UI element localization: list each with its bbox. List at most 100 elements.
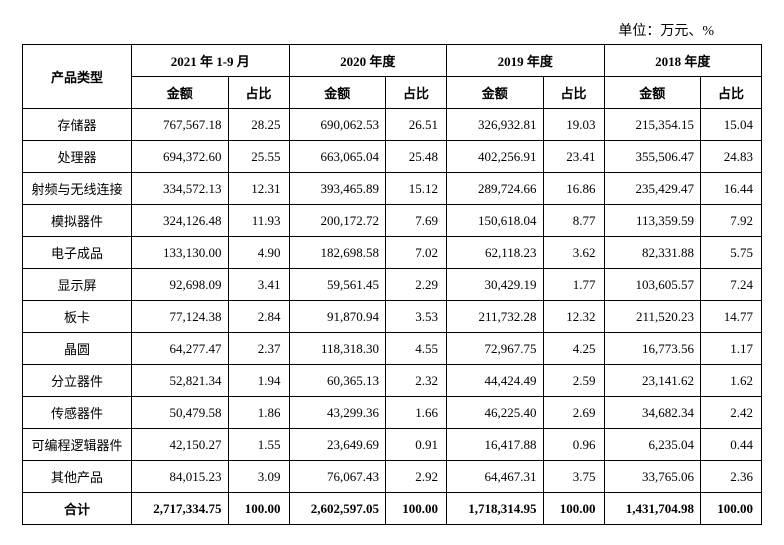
- amount-cell: 33,765.06: [604, 461, 701, 493]
- amount-cell: 767,567.18: [132, 109, 229, 141]
- table-row: 电子成品133,130.004.90182,698.587.0262,118.2…: [23, 237, 762, 269]
- amount-cell: 52,821.34: [132, 365, 229, 397]
- product-name: 处理器: [23, 141, 132, 173]
- amount-cell: 324,126.48: [132, 205, 229, 237]
- pct-cell: 7.69: [386, 205, 447, 237]
- header-period-0: 2021 年 1-9 月: [132, 45, 290, 77]
- header-pct: 占比: [386, 77, 447, 109]
- total-label: 合计: [23, 493, 132, 525]
- pct-cell: 14.77: [701, 301, 762, 333]
- pct-cell: 7.92: [701, 205, 762, 237]
- pct-cell: 1.66: [386, 397, 447, 429]
- amount-cell: 215,354.15: [604, 109, 701, 141]
- product-name: 传感器件: [23, 397, 132, 429]
- table-row: 板卡77,124.382.8491,870.943.53211,732.2812…: [23, 301, 762, 333]
- pct-cell: 26.51: [386, 109, 447, 141]
- amount-cell: 334,572.13: [132, 173, 229, 205]
- pct-cell: 15.04: [701, 109, 762, 141]
- product-name: 存储器: [23, 109, 132, 141]
- amount-cell: 92,698.09: [132, 269, 229, 301]
- amount-cell: 82,331.88: [604, 237, 701, 269]
- amount-cell: 355,506.47: [604, 141, 701, 173]
- amount-cell: 182,698.58: [289, 237, 386, 269]
- pct-cell: 12.32: [543, 301, 604, 333]
- table-body: 存储器767,567.1828.25690,062.5326.51326,932…: [23, 109, 762, 525]
- pct-cell: 1.62: [701, 365, 762, 397]
- pct-cell: 3.62: [543, 237, 604, 269]
- pct-cell: 0.44: [701, 429, 762, 461]
- table-row: 射频与无线连接334,572.1312.31393,465.8915.12289…: [23, 173, 762, 205]
- pct-cell: 4.55: [386, 333, 447, 365]
- pct-cell: 23.41: [543, 141, 604, 173]
- pct-cell: 2.84: [228, 301, 289, 333]
- total-amount-cell: 2,602,597.05: [289, 493, 386, 525]
- header-amount: 金额: [447, 77, 544, 109]
- total-row: 合计2,717,334.75100.002,602,597.05100.001,…: [23, 493, 762, 525]
- amount-cell: 76,067.43: [289, 461, 386, 493]
- pct-cell: 7.02: [386, 237, 447, 269]
- product-name: 显示屏: [23, 269, 132, 301]
- pct-cell: 1.55: [228, 429, 289, 461]
- amount-cell: 133,130.00: [132, 237, 229, 269]
- total-amount-cell: 1,718,314.95: [447, 493, 544, 525]
- table-row: 存储器767,567.1828.25690,062.5326.51326,932…: [23, 109, 762, 141]
- product-name: 电子成品: [23, 237, 132, 269]
- amount-cell: 211,732.28: [447, 301, 544, 333]
- product-name: 模拟器件: [23, 205, 132, 237]
- pct-cell: 0.91: [386, 429, 447, 461]
- header-pct: 占比: [543, 77, 604, 109]
- pct-cell: 16.44: [701, 173, 762, 205]
- pct-cell: 11.93: [228, 205, 289, 237]
- table-row: 晶圆64,277.472.37118,318.304.5572,967.754.…: [23, 333, 762, 365]
- amount-cell: 46,225.40: [447, 397, 544, 429]
- amount-cell: 91,870.94: [289, 301, 386, 333]
- header-period-1: 2020 年度: [289, 45, 447, 77]
- header-amount: 金额: [289, 77, 386, 109]
- pct-cell: 12.31: [228, 173, 289, 205]
- amount-cell: 62,118.23: [447, 237, 544, 269]
- total-pct-cell: 100.00: [228, 493, 289, 525]
- pct-cell: 2.92: [386, 461, 447, 493]
- amount-cell: 393,465.89: [289, 173, 386, 205]
- pct-cell: 24.83: [701, 141, 762, 173]
- pct-cell: 1.86: [228, 397, 289, 429]
- total-pct-cell: 100.00: [543, 493, 604, 525]
- table-row: 分立器件52,821.341.9460,365.132.3244,424.492…: [23, 365, 762, 397]
- pct-cell: 7.24: [701, 269, 762, 301]
- header-pct: 占比: [228, 77, 289, 109]
- header-pct: 占比: [701, 77, 762, 109]
- amount-cell: 77,124.38: [132, 301, 229, 333]
- total-pct-cell: 100.00: [386, 493, 447, 525]
- amount-cell: 23,141.62: [604, 365, 701, 397]
- product-name: 可编程逻辑器件: [23, 429, 132, 461]
- pct-cell: 2.32: [386, 365, 447, 397]
- total-pct-cell: 100.00: [701, 493, 762, 525]
- amount-cell: 113,359.59: [604, 205, 701, 237]
- amount-cell: 50,479.58: [132, 397, 229, 429]
- product-revenue-table: 产品类型 2021 年 1-9 月 2020 年度 2019 年度 2018 年…: [22, 44, 762, 525]
- amount-cell: 663,065.04: [289, 141, 386, 173]
- header-period-3: 2018 年度: [604, 45, 762, 77]
- pct-cell: 19.03: [543, 109, 604, 141]
- product-name: 晶圆: [23, 333, 132, 365]
- pct-cell: 1.94: [228, 365, 289, 397]
- pct-cell: 1.17: [701, 333, 762, 365]
- amount-cell: 103,605.57: [604, 269, 701, 301]
- pct-cell: 25.48: [386, 141, 447, 173]
- pct-cell: 0.96: [543, 429, 604, 461]
- amount-cell: 16,773.56: [604, 333, 701, 365]
- amount-cell: 690,062.53: [289, 109, 386, 141]
- amount-cell: 59,561.45: [289, 269, 386, 301]
- pct-cell: 2.36: [701, 461, 762, 493]
- amount-cell: 118,318.30: [289, 333, 386, 365]
- pct-cell: 2.69: [543, 397, 604, 429]
- total-amount-cell: 1,431,704.98: [604, 493, 701, 525]
- header-amount: 金额: [604, 77, 701, 109]
- amount-cell: 44,424.49: [447, 365, 544, 397]
- header-period-2: 2019 年度: [447, 45, 605, 77]
- header-amount: 金额: [132, 77, 229, 109]
- pct-cell: 2.42: [701, 397, 762, 429]
- product-name: 其他产品: [23, 461, 132, 493]
- total-amount-cell: 2,717,334.75: [132, 493, 229, 525]
- amount-cell: 30,429.19: [447, 269, 544, 301]
